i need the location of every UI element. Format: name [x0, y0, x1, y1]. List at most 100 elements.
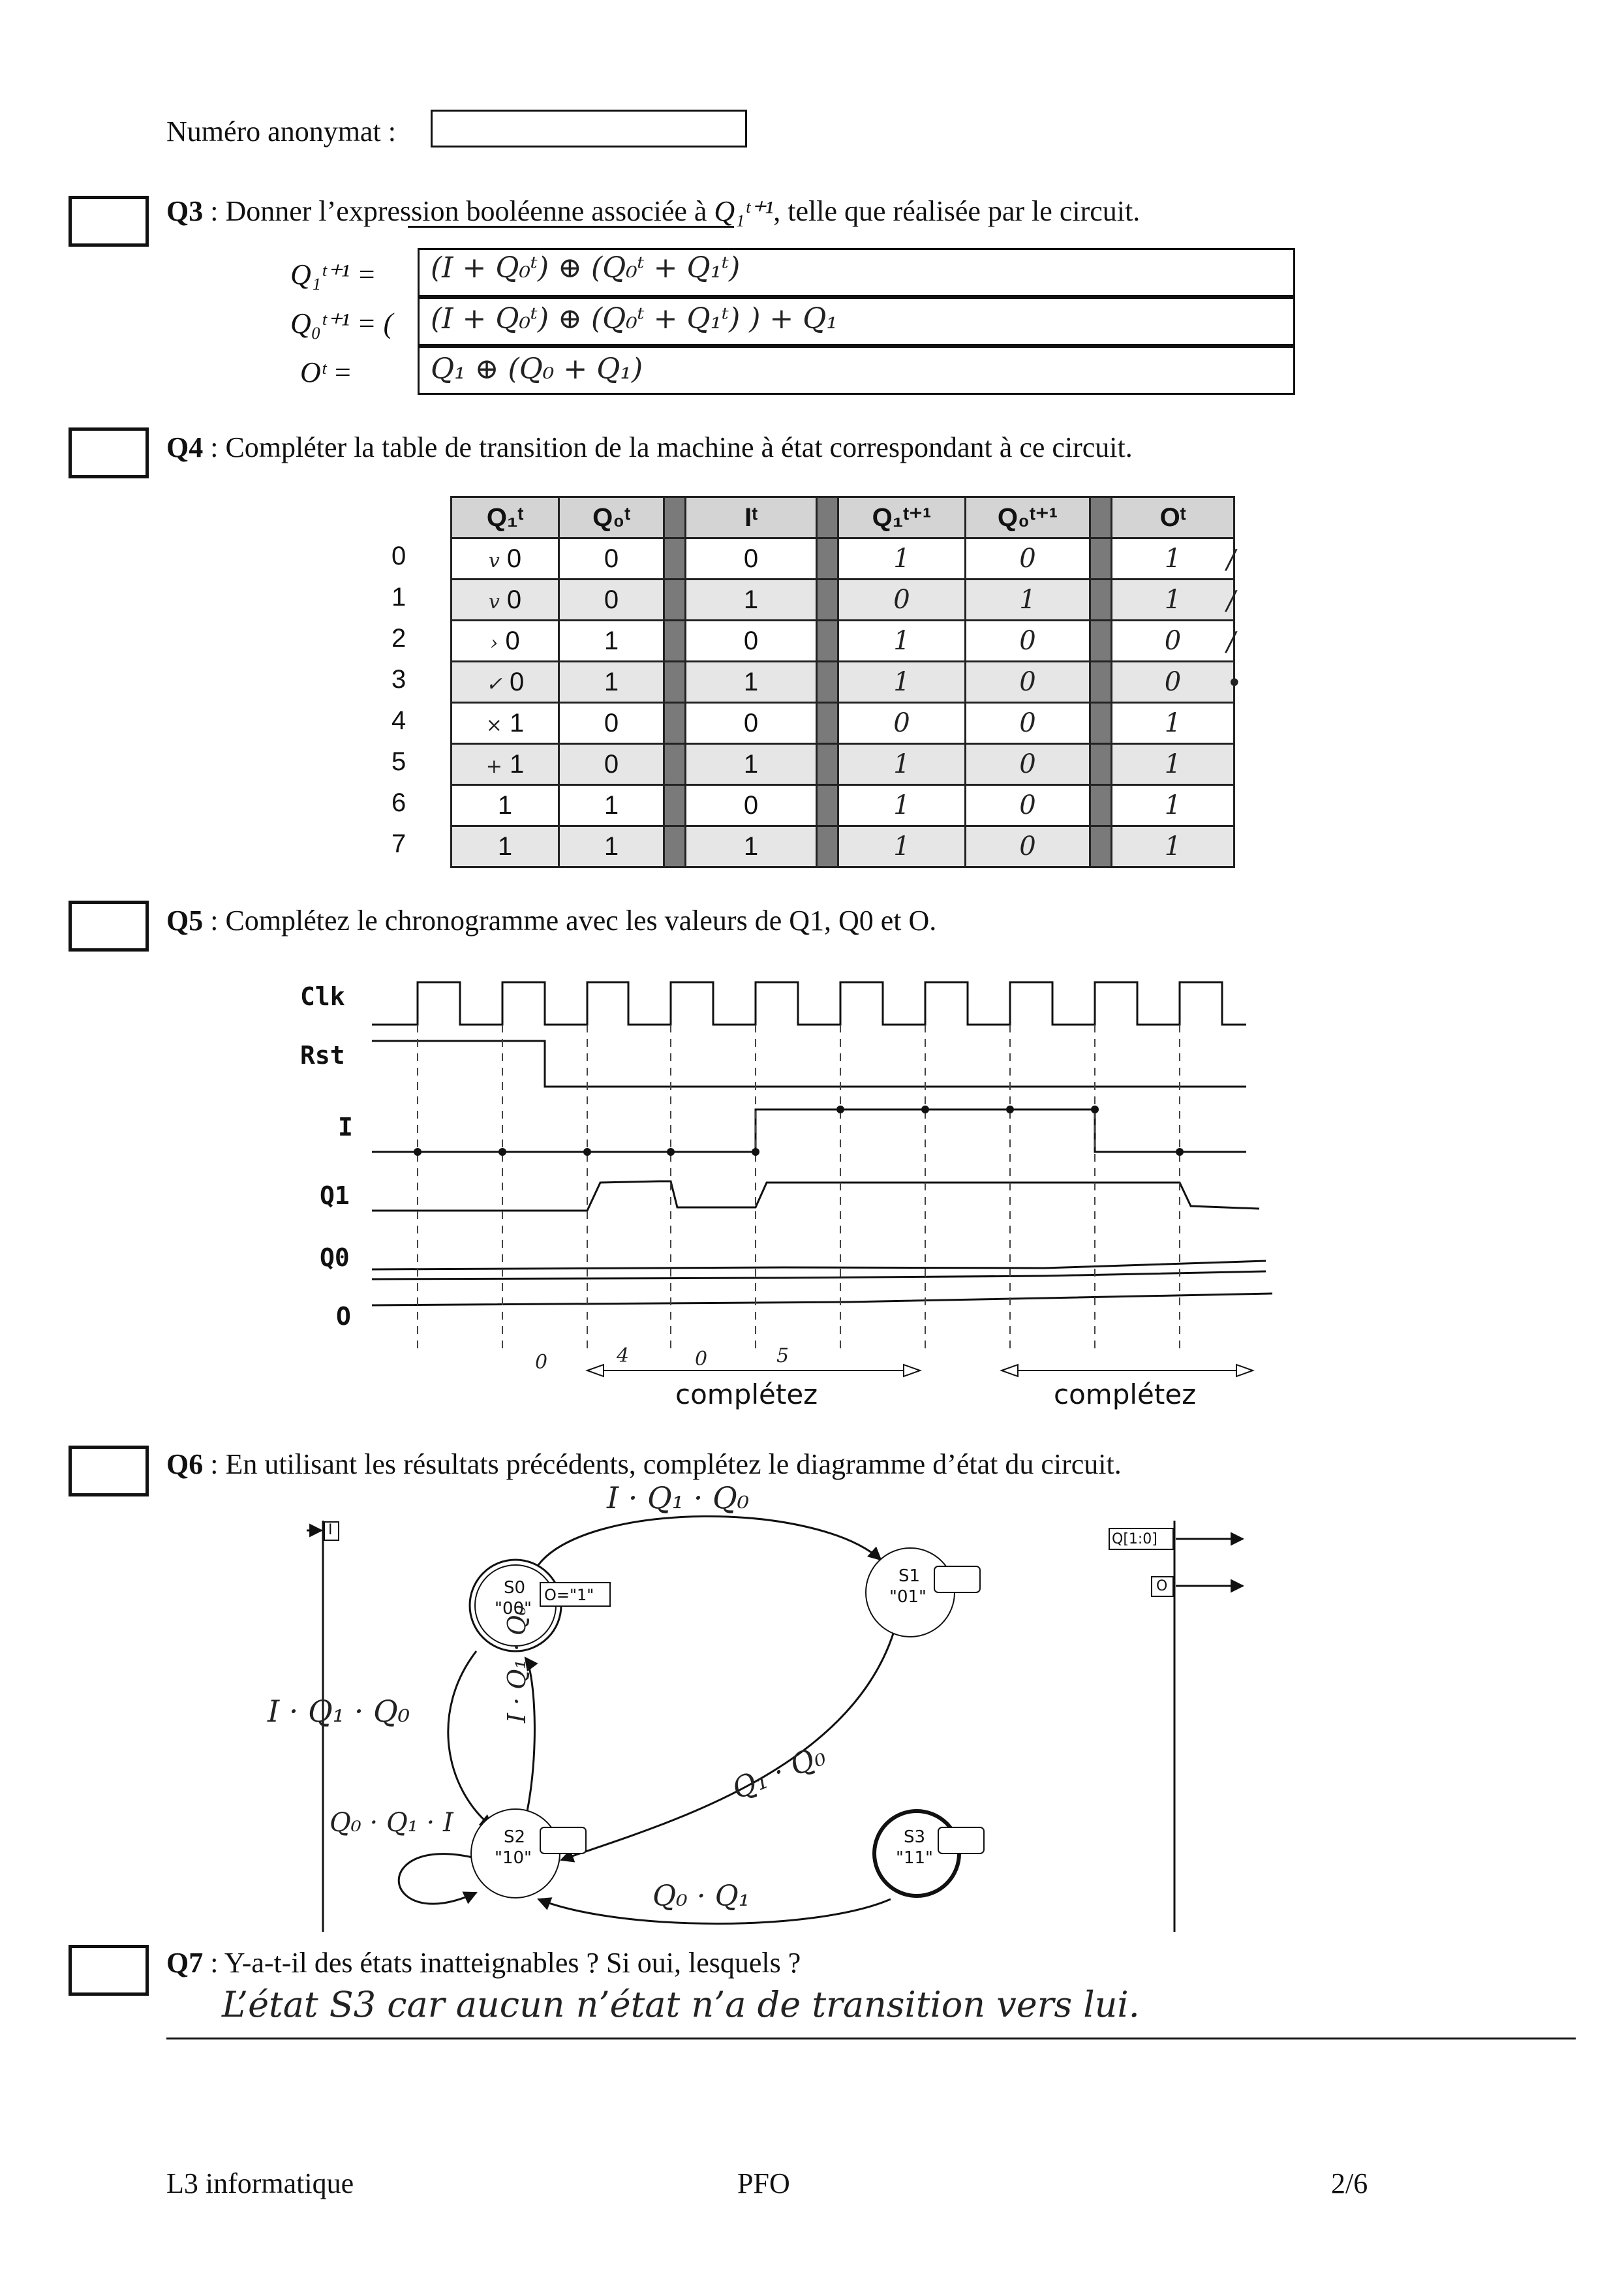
cell-it: 0: [684, 784, 818, 827]
cell-q1t1[interactable]: 1: [837, 660, 966, 704]
cell-q1t[interactable]: v 0: [450, 578, 560, 621]
transition-s0-s1: [537, 1515, 882, 1566]
cell-q1t[interactable]: + 1: [450, 743, 560, 786]
transition-s2-self: [397, 1853, 483, 1905]
cell-ot[interactable]: 1: [1111, 743, 1235, 786]
cell-ot[interactable]: 1: [1111, 578, 1235, 621]
signal-label-rst: Rst: [300, 1041, 345, 1070]
cell-q0t1[interactable]: 0: [964, 784, 1091, 827]
cell-q0t1[interactable]: 0: [964, 743, 1091, 786]
state-note: 5: [776, 1344, 789, 1367]
label-s3-s2: Q₀ · Q₁: [652, 1880, 750, 1913]
q3-score-box[interactable]: [69, 196, 149, 247]
cell-q0t1[interactable]: 0: [964, 537, 1091, 580]
q4-score-box[interactable]: [69, 427, 149, 478]
state-s1-name: S1: [898, 1566, 921, 1586]
cell-q1t1[interactable]: 0: [837, 578, 966, 621]
cell-q1t1[interactable]: 0: [837, 702, 966, 745]
cell-separator: [663, 578, 686, 621]
cell-q0t1[interactable]: 0: [964, 660, 1091, 704]
cell-q0t1[interactable]: 1: [964, 578, 1091, 621]
cell-separator: [1089, 660, 1112, 704]
cell-q1t1[interactable]: 1: [837, 743, 966, 786]
cell-q1t[interactable]: 1: [450, 784, 560, 827]
cell-separator: [663, 743, 686, 786]
cell-q0t1[interactable]: 0: [964, 825, 1091, 868]
row-index: 5: [391, 747, 406, 776]
row-index: 2: [391, 624, 406, 653]
cell-ot[interactable]: 1: [1111, 702, 1235, 745]
label-s2-s0: I · Q₁ · Q₀: [502, 1605, 531, 1723]
anonymat-field[interactable]: [431, 110, 747, 147]
transition-s2-s0: [521, 1656, 538, 1835]
output-port-label-o: O: [1156, 1578, 1168, 1594]
q6-question: Q6 : En utilisant les résultats précéden…: [166, 1448, 1122, 1480]
cell-q0t: 0: [558, 578, 665, 621]
cell-q0t1[interactable]: 0: [964, 702, 1091, 745]
cell-ot[interactable]: 1: [1111, 784, 1235, 827]
label-s2-self: Q₀ · Q₁ · I: [329, 1808, 453, 1838]
q3-underline: [408, 226, 734, 228]
cell-separator: [816, 660, 839, 704]
row-index: 7: [391, 829, 406, 858]
q3-answer-box-q0[interactable]: [418, 297, 1295, 346]
clock-waveform: [372, 981, 1246, 1026]
s1-output-box[interactable]: [934, 1566, 981, 1593]
state-s0-output: O="1": [544, 1586, 594, 1604]
q3-answer-box-q1[interactable]: [418, 248, 1295, 297]
cell-ot[interactable]: 0: [1111, 660, 1235, 704]
cell-q1t[interactable]: › 0: [450, 619, 560, 662]
cell-q0t: 1: [558, 825, 665, 868]
cell-separator: [816, 825, 839, 868]
footer-course: L3 informatique: [166, 2167, 354, 2199]
q6-score-box[interactable]: [69, 1446, 149, 1496]
q3-answer-o: Q₁ ⊕ (Q₀ + Q₁): [431, 352, 643, 386]
label-s0-s1: I · Q₁ · Q₀: [607, 1480, 750, 1515]
cell-separator: [816, 578, 839, 621]
q7-answer[interactable]: L’état S3 car aucun n’état n’a de transi…: [222, 1984, 1140, 2025]
q3-answer-box-o[interactable]: [418, 346, 1295, 395]
q5-score-box[interactable]: [69, 901, 149, 952]
cell-q1t1[interactable]: 1: [837, 537, 966, 580]
cell-q1t[interactable]: ✓ 0: [450, 660, 560, 704]
cell-ot[interactable]: 0: [1111, 619, 1235, 662]
label-s0-s2: I · Q₁ · Q₀: [268, 1694, 410, 1729]
state-s0-code: "00": [495, 1599, 532, 1619]
cell-separator: [816, 784, 839, 827]
cell-q1t1[interactable]: 1: [837, 825, 966, 868]
s0-output-box: [540, 1582, 611, 1607]
check-mark: /: [1227, 627, 1236, 657]
col-it: Iᵗ: [684, 496, 818, 539]
cell-q0t: 0: [558, 537, 665, 580]
cell-q1t1[interactable]: 1: [837, 619, 966, 662]
cell-q0t: 0: [558, 743, 665, 786]
signal-label-clk: Clk: [300, 982, 345, 1011]
q3-answer-q0: (I + Q₀ᵗ) ⊕ (Q₀ᵗ + Q₁ᵗ) ) + Q₁: [431, 302, 838, 335]
cell-q1t[interactable]: 1: [450, 825, 560, 868]
table-row: 1 1 1 1 0 1: [450, 825, 1235, 868]
s2-output-box[interactable]: [540, 1827, 587, 1854]
cell-q1t1[interactable]: 1: [837, 784, 966, 827]
table-row: + 1 0 1 1 0 1: [450, 743, 1235, 786]
cell-ot[interactable]: 1: [1111, 825, 1235, 868]
cell-ot[interactable]: 1: [1111, 537, 1235, 580]
s3-output-box[interactable]: [938, 1827, 985, 1854]
cell-separator: [663, 825, 686, 868]
table-row: › 0 1 0 1 0 0: [450, 619, 1235, 662]
cell-q1t[interactable]: × 1: [450, 702, 560, 745]
cell-separator: [816, 537, 839, 580]
cell-q1t[interactable]: v 0: [450, 537, 560, 580]
check-mark: /: [1227, 586, 1236, 616]
cell-q0t1[interactable]: 0: [964, 619, 1091, 662]
table-row: 1 1 0 1 0 1: [450, 784, 1235, 827]
table-row: v 0 0 0 1 0 1: [450, 537, 1235, 580]
check-mark: •: [1227, 668, 1242, 698]
cell-q0t: 1: [558, 784, 665, 827]
cell-it: 1: [684, 743, 818, 786]
q3-label-o: Oᵗ =: [300, 356, 352, 388]
col-separator: [1089, 496, 1112, 539]
q7-question: Q7 : Y-a-t-il des états inatteignables ?…: [166, 1947, 801, 1979]
q7-score-box[interactable]: [69, 1945, 149, 1996]
transition-s0-s2: [447, 1651, 494, 1829]
q3-question: Q3 : Donner l’expression booléenne assoc…: [166, 195, 1141, 227]
